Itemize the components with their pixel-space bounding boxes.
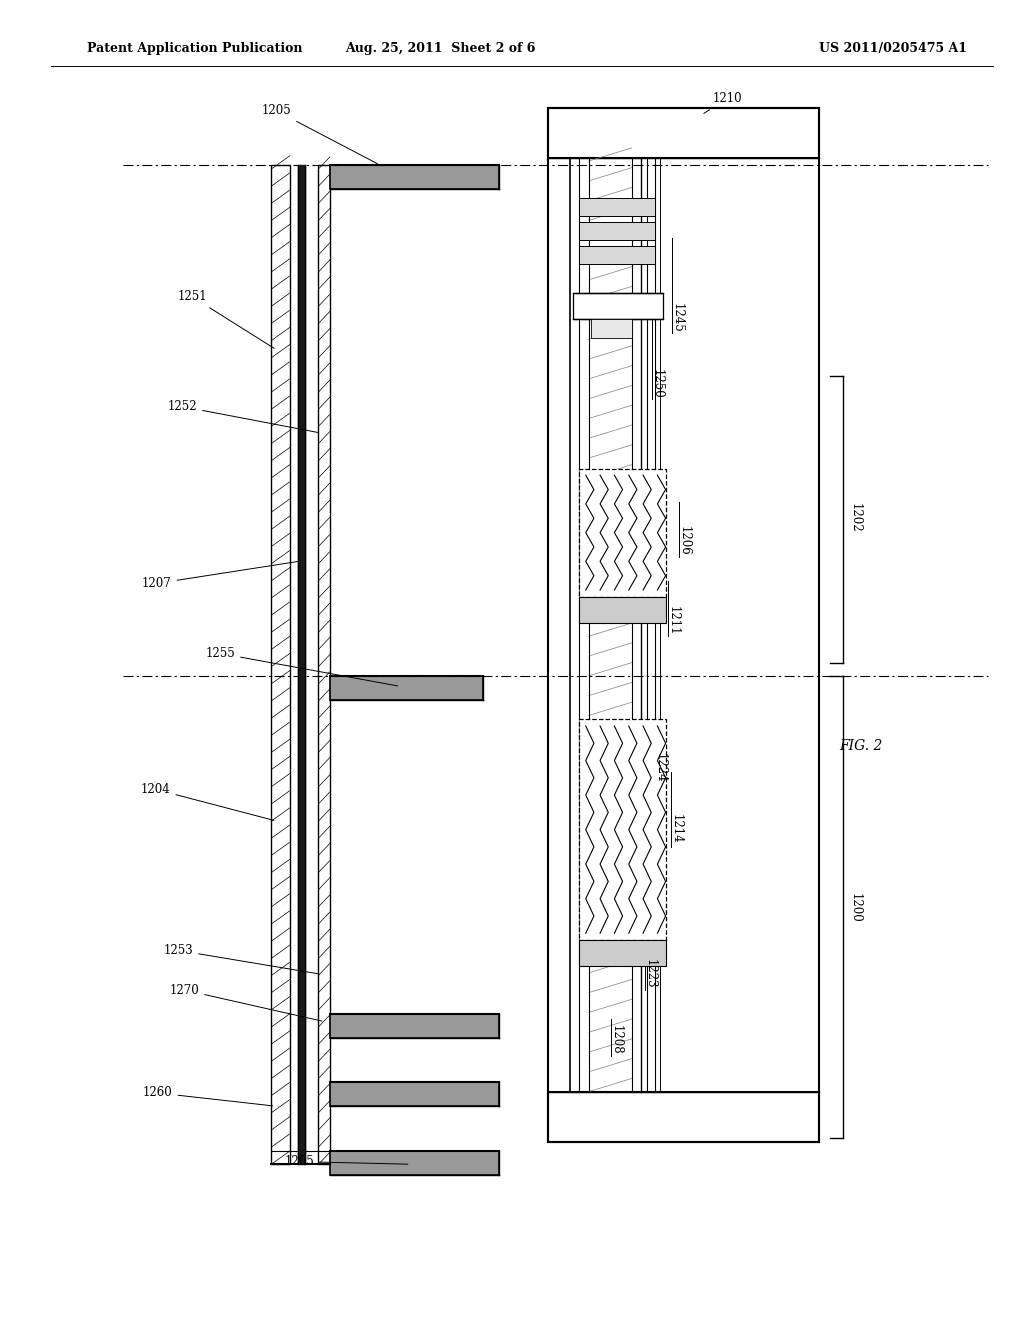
Text: 1200: 1200 bbox=[849, 894, 861, 923]
Bar bbox=[579, 222, 655, 240]
Text: US 2011/0205475 A1: US 2011/0205475 A1 bbox=[819, 42, 968, 55]
Text: 1255: 1255 bbox=[205, 647, 397, 686]
Text: 1251: 1251 bbox=[178, 290, 274, 348]
Bar bbox=[573, 293, 663, 319]
Text: 1214: 1214 bbox=[670, 814, 682, 843]
Text: 1223: 1223 bbox=[644, 960, 656, 989]
Text: 1205: 1205 bbox=[261, 104, 378, 164]
Text: 1205: 1205 bbox=[284, 1155, 408, 1168]
Bar bbox=[591, 319, 632, 338]
Bar bbox=[579, 940, 666, 966]
Text: 1270: 1270 bbox=[169, 983, 322, 1022]
Text: 1202: 1202 bbox=[849, 503, 861, 532]
Text: 1208: 1208 bbox=[610, 1026, 623, 1055]
Bar bbox=[330, 1151, 499, 1175]
Bar bbox=[579, 198, 655, 216]
Text: 1207: 1207 bbox=[141, 561, 298, 590]
Text: Patent Application Publication: Patent Application Publication bbox=[87, 42, 302, 55]
Text: 1224: 1224 bbox=[654, 754, 667, 783]
Text: 1260: 1260 bbox=[142, 1086, 272, 1106]
Bar bbox=[579, 469, 666, 597]
Text: 1211: 1211 bbox=[667, 606, 679, 635]
Text: FIG. 2: FIG. 2 bbox=[840, 739, 883, 752]
Text: 1253: 1253 bbox=[163, 944, 317, 974]
Bar bbox=[548, 1092, 819, 1142]
Bar bbox=[579, 246, 655, 264]
Bar bbox=[548, 108, 819, 158]
Text: 1210: 1210 bbox=[703, 92, 741, 114]
Text: 1252: 1252 bbox=[168, 400, 317, 433]
Text: Aug. 25, 2011  Sheet 2 of 6: Aug. 25, 2011 Sheet 2 of 6 bbox=[345, 42, 536, 55]
Bar bbox=[330, 676, 483, 700]
Bar bbox=[579, 719, 666, 940]
Text: 1204: 1204 bbox=[140, 783, 273, 820]
Bar bbox=[330, 165, 499, 189]
Text: 1245: 1245 bbox=[671, 302, 683, 333]
Text: 1250: 1250 bbox=[651, 368, 664, 399]
Bar bbox=[330, 1082, 499, 1106]
Bar bbox=[318, 165, 330, 1164]
Text: 1206: 1206 bbox=[678, 527, 690, 556]
Bar bbox=[271, 165, 290, 1164]
Bar bbox=[330, 1014, 499, 1038]
Bar bbox=[579, 597, 666, 623]
